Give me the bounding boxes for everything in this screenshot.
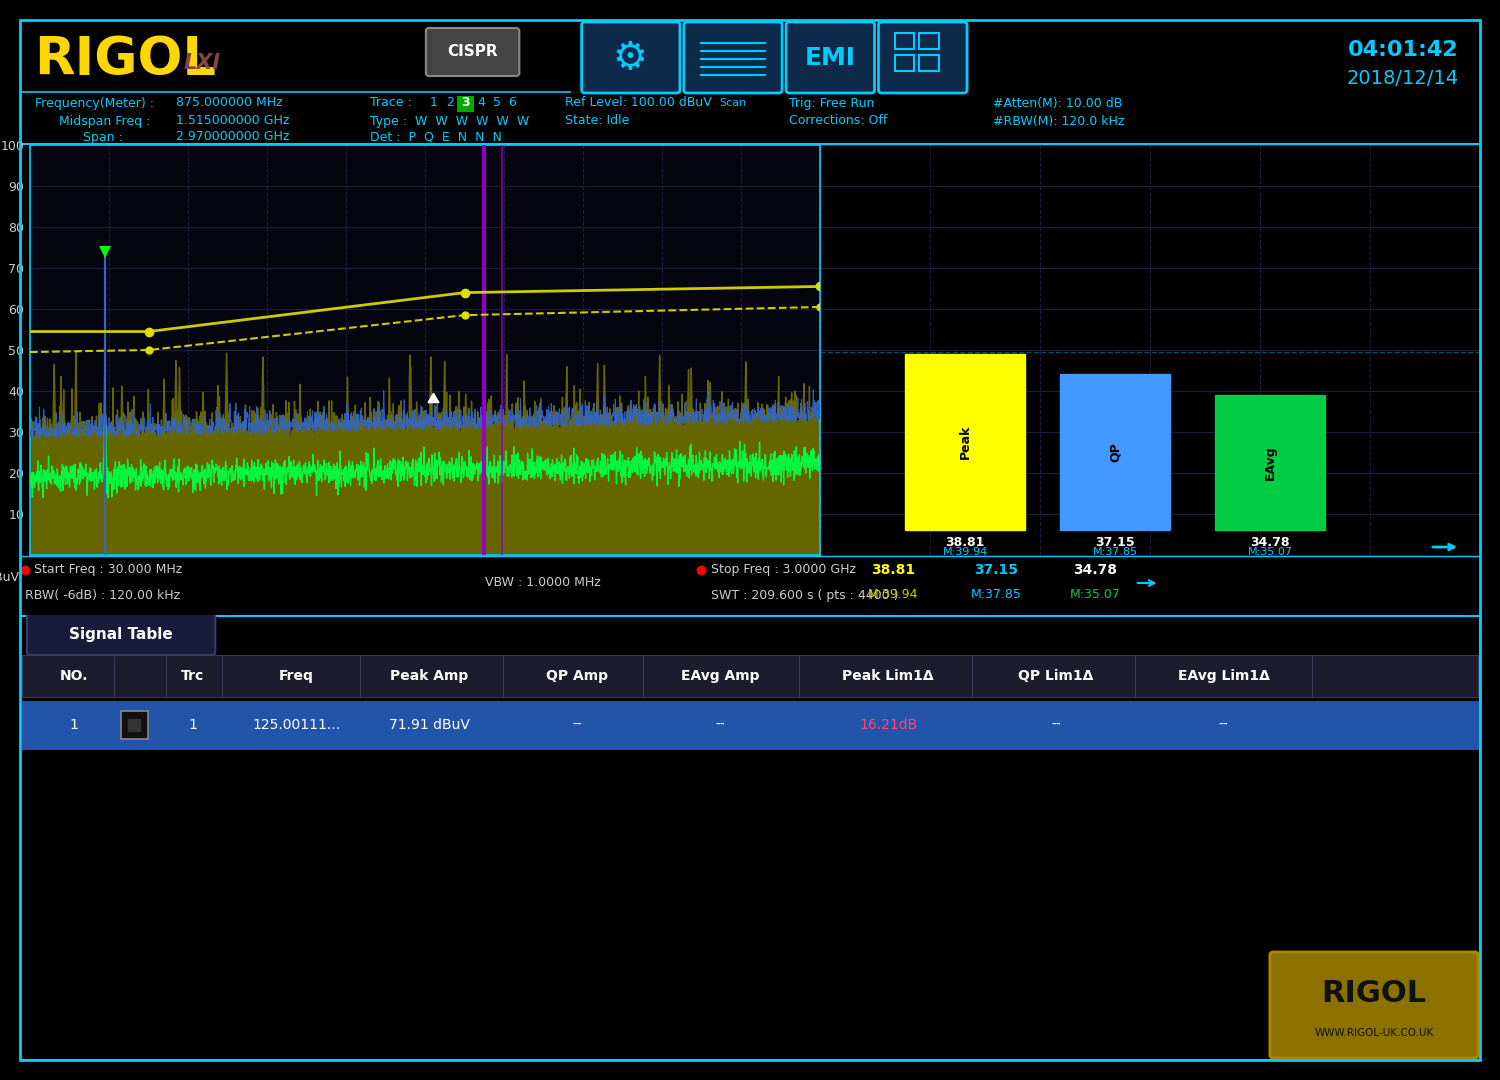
Text: Trc: Trc bbox=[182, 669, 204, 683]
FancyBboxPatch shape bbox=[582, 22, 680, 93]
Text: M:37.85: M:37.85 bbox=[970, 589, 1022, 602]
Text: RIGOL: RIGOL bbox=[1322, 978, 1426, 1008]
Text: --: -- bbox=[573, 718, 582, 732]
Text: EMI: EMI bbox=[804, 46, 855, 70]
Text: Ref Level: 100.00 dBuV: Ref Level: 100.00 dBuV bbox=[566, 96, 712, 109]
Text: WWW.RIGOL-UK.CO.UK: WWW.RIGOL-UK.CO.UK bbox=[1314, 1028, 1434, 1038]
Text: Frequency(Meter) :: Frequency(Meter) : bbox=[34, 96, 153, 109]
Text: Stop Freq : 3.0000 GHz: Stop Freq : 3.0000 GHz bbox=[711, 564, 855, 577]
Bar bbox=[904, 354, 1024, 530]
Bar bbox=[22, 654, 1478, 697]
Text: Scan: Scan bbox=[718, 98, 746, 108]
Text: Type :  W  W  W  W  W  W: Type : W W W W W W bbox=[370, 114, 530, 127]
Text: --: -- bbox=[716, 718, 726, 732]
Text: EAvg Amp: EAvg Amp bbox=[681, 669, 759, 683]
Text: 2.970000000 GHz: 2.970000000 GHz bbox=[176, 131, 290, 144]
Text: dBuV: dBuV bbox=[0, 571, 20, 584]
Text: --: -- bbox=[1218, 718, 1228, 732]
Text: Peak Lim1Δ: Peak Lim1Δ bbox=[843, 669, 934, 683]
Text: Corrections: Off: Corrections: Off bbox=[789, 114, 888, 127]
Text: RIGOL: RIGOL bbox=[34, 33, 216, 86]
Text: M:39.94: M:39.94 bbox=[868, 589, 918, 602]
Text: SWT : 209.600 s ( pts : 4400 ): SWT : 209.600 s ( pts : 4400 ) bbox=[711, 589, 898, 602]
Text: 125.00111...: 125.00111... bbox=[252, 718, 340, 732]
Text: M:39.94: M:39.94 bbox=[942, 546, 987, 557]
Text: 37.15: 37.15 bbox=[975, 563, 1018, 577]
Text: VBW : 1.0000 MHz: VBW : 1.0000 MHz bbox=[484, 577, 600, 590]
Text: NO.: NO. bbox=[60, 669, 88, 683]
Bar bbox=[22, 701, 1478, 750]
Text: 04:01:42: 04:01:42 bbox=[1348, 40, 1458, 60]
Text: Trace :: Trace : bbox=[370, 96, 413, 109]
FancyBboxPatch shape bbox=[27, 615, 216, 654]
Text: Midspan Freq :: Midspan Freq : bbox=[58, 114, 150, 127]
Text: 37.15: 37.15 bbox=[1095, 536, 1136, 549]
Text: 1: 1 bbox=[188, 718, 196, 732]
Text: 1: 1 bbox=[70, 718, 78, 732]
Text: QP Amp: QP Amp bbox=[546, 669, 609, 683]
Text: Freq: Freq bbox=[279, 669, 314, 683]
Text: 34.78: 34.78 bbox=[1250, 536, 1290, 549]
Text: 4: 4 bbox=[477, 96, 486, 109]
Text: LXI: LXI bbox=[183, 53, 220, 73]
Text: QP: QP bbox=[1108, 442, 1122, 462]
FancyBboxPatch shape bbox=[879, 22, 968, 93]
Text: Det :  P  Q  E  N  N  N: Det : P Q E N N N bbox=[370, 131, 502, 144]
Text: EAvg: EAvg bbox=[1263, 445, 1276, 480]
Text: 16.21dB: 16.21dB bbox=[859, 718, 916, 732]
Text: M:35.07: M:35.07 bbox=[1248, 546, 1293, 557]
Text: CISPR: CISPR bbox=[447, 44, 498, 59]
Text: --: -- bbox=[1052, 718, 1060, 732]
Text: Span :: Span : bbox=[84, 131, 123, 144]
Text: 2018/12/14: 2018/12/14 bbox=[1347, 68, 1458, 87]
Text: 38.81: 38.81 bbox=[871, 563, 915, 577]
Text: 2: 2 bbox=[447, 96, 454, 109]
Text: RBW( -6dB) : 120.00 kHz: RBW( -6dB) : 120.00 kHz bbox=[26, 589, 180, 602]
FancyBboxPatch shape bbox=[458, 96, 474, 112]
Text: #RBW(M): 120.0 kHz: #RBW(M): 120.0 kHz bbox=[993, 114, 1125, 127]
Text: #Atten(M): 10.00 dB: #Atten(M): 10.00 dB bbox=[993, 96, 1122, 109]
Text: Trig: Free Run: Trig: Free Run bbox=[789, 96, 874, 109]
Text: 38.81: 38.81 bbox=[945, 536, 984, 549]
FancyBboxPatch shape bbox=[426, 28, 519, 76]
FancyBboxPatch shape bbox=[684, 22, 782, 93]
Text: 1: 1 bbox=[429, 96, 438, 109]
Text: M:37.85: M:37.85 bbox=[1092, 546, 1137, 557]
Text: State: Idle: State: Idle bbox=[566, 114, 630, 127]
Text: Signal Table: Signal Table bbox=[69, 627, 172, 642]
Text: 71.91 dBuV: 71.91 dBuV bbox=[388, 718, 470, 732]
Text: 6: 6 bbox=[509, 96, 516, 109]
Text: 34.78: 34.78 bbox=[1074, 563, 1118, 577]
Text: 3: 3 bbox=[462, 96, 470, 109]
Text: EAvg Lim1Δ: EAvg Lim1Δ bbox=[1178, 669, 1269, 683]
Text: ⚙: ⚙ bbox=[614, 39, 648, 77]
Bar bbox=[1060, 374, 1170, 530]
Bar bbox=[120, 711, 148, 739]
Text: 875.000000 MHz: 875.000000 MHz bbox=[176, 96, 282, 109]
Text: QP Lim1Δ: QP Lim1Δ bbox=[1019, 669, 1094, 683]
FancyBboxPatch shape bbox=[786, 22, 874, 93]
FancyBboxPatch shape bbox=[1270, 951, 1478, 1058]
Text: 1.515000000 GHz: 1.515000000 GHz bbox=[176, 114, 290, 127]
Text: 5: 5 bbox=[494, 96, 501, 109]
Bar bbox=[1215, 394, 1324, 530]
Text: M:35.07: M:35.07 bbox=[1070, 589, 1120, 602]
Text: Start Freq : 30.000 MHz: Start Freq : 30.000 MHz bbox=[34, 564, 182, 577]
Text: Peak Amp: Peak Amp bbox=[390, 669, 468, 683]
Text: Peak: Peak bbox=[958, 424, 972, 459]
